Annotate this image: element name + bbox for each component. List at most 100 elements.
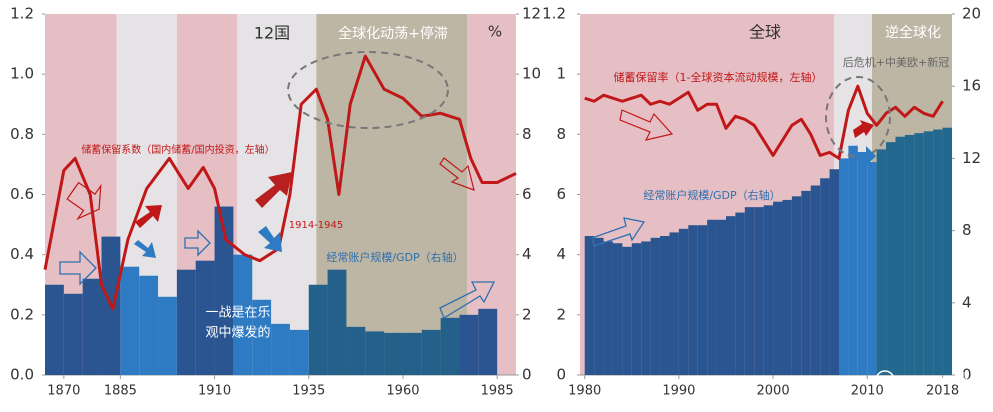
y2-tick-label: 4: [522, 245, 532, 263]
annotation: 后危机+中美欧+新冠: [843, 55, 949, 69]
annotation: 全球: [749, 23, 781, 42]
y-tick-label: 8: [556, 125, 566, 143]
bar: [773, 201, 783, 375]
bar: [707, 219, 717, 375]
bar: [725, 216, 736, 375]
bar: [820, 178, 830, 375]
bar: [271, 323, 290, 375]
y-tick-label: 1.2: [10, 5, 34, 23]
bar: [594, 237, 604, 375]
x-tick-label: 1990: [662, 384, 695, 399]
bar: [754, 207, 764, 375]
arrow: [255, 172, 292, 208]
bar: [289, 329, 309, 375]
arrow: [134, 240, 156, 258]
bar: [923, 131, 934, 375]
arrow: [439, 281, 496, 319]
bar: [886, 142, 896, 375]
bar: [82, 278, 102, 375]
arrow: [184, 229, 211, 257]
bar: [716, 219, 726, 375]
x-tick-label: 2018: [926, 384, 959, 399]
bar: [402, 332, 422, 375]
highlight-ellipse: [287, 51, 449, 129]
bar: [603, 241, 613, 375]
x-tick-label: 1960: [386, 384, 419, 399]
y2-tick-label: 16: [962, 77, 981, 95]
annotation: 一战是在乐: [205, 306, 270, 321]
y2-tick-label: 12: [962, 149, 981, 167]
line: [43, 54, 517, 311]
bar: [139, 275, 159, 375]
x-tick-label: 1985: [481, 384, 514, 399]
y-tick-label: 0.6: [10, 185, 34, 203]
bar: [158, 296, 177, 375]
bar: [810, 185, 821, 375]
bar: [876, 149, 887, 375]
bar: [631, 243, 642, 375]
bar: [801, 190, 811, 375]
bar: [867, 162, 877, 375]
arrow: [258, 226, 282, 252]
bar: [914, 133, 924, 375]
y-tick-label: 0.4: [10, 245, 34, 263]
bar: [904, 134, 915, 375]
y-tick-label: 0.0: [10, 366, 34, 384]
bar: [650, 237, 661, 375]
bar: [744, 207, 755, 375]
series-label: 储蓄保留系数（国内储蓄/国内投资，左轴）: [81, 143, 274, 156]
bar: [195, 260, 215, 375]
x-tick-label: 1885: [104, 384, 137, 399]
bar: [612, 243, 623, 375]
y-tick-label: 0: [556, 366, 566, 384]
annotation: 全球化动荡+停滞: [338, 25, 448, 42]
y2-tick-label: 0: [522, 366, 532, 384]
y2-tick-label: 12: [522, 5, 541, 23]
bar: [459, 314, 479, 375]
bar: [782, 199, 792, 375]
y2-tick-label: 4: [962, 293, 972, 311]
bar: [45, 284, 64, 375]
annotation: 1914-1945: [289, 220, 344, 231]
x-tick-label: 2010: [851, 384, 884, 399]
bar: [622, 246, 632, 375]
y2-tick-label: 6: [522, 185, 532, 203]
bar: [478, 308, 498, 375]
bar: [697, 225, 708, 375]
arrow: [853, 120, 874, 138]
y-tick-label: 6: [556, 185, 566, 203]
bar: [641, 241, 651, 375]
y-tick-label: 1.0: [10, 65, 34, 83]
marks: [43, 54, 952, 375]
bar: [678, 228, 689, 375]
bar: [857, 154, 868, 375]
annotation: 逆全球化: [885, 24, 941, 41]
bar: [829, 169, 839, 375]
arrow: [439, 157, 475, 191]
bar: [214, 206, 234, 375]
y-tick-label: 0.8: [10, 125, 34, 143]
bar: [669, 232, 679, 375]
bar: [838, 158, 849, 375]
bar: [763, 205, 774, 375]
annotation: 观中爆发的: [205, 325, 270, 341]
bar: [848, 145, 858, 375]
series-label: 经常账户规模/GDP（右轴）: [643, 188, 780, 202]
bar: [584, 236, 595, 375]
arrow: [591, 217, 646, 247]
bar: [942, 127, 952, 375]
y-tick-label: 4: [556, 245, 566, 263]
x-tick-label: 1935: [292, 384, 325, 399]
line: [584, 84, 944, 160]
bar: [933, 129, 943, 375]
bar: [384, 332, 403, 375]
bar: [308, 284, 328, 375]
bar: [440, 317, 460, 375]
x-tick-label: 1980: [568, 384, 601, 399]
arrow: [135, 205, 162, 228]
bar: [176, 269, 196, 375]
arrow: [59, 250, 97, 286]
x-tick-label: 1910: [198, 384, 231, 399]
